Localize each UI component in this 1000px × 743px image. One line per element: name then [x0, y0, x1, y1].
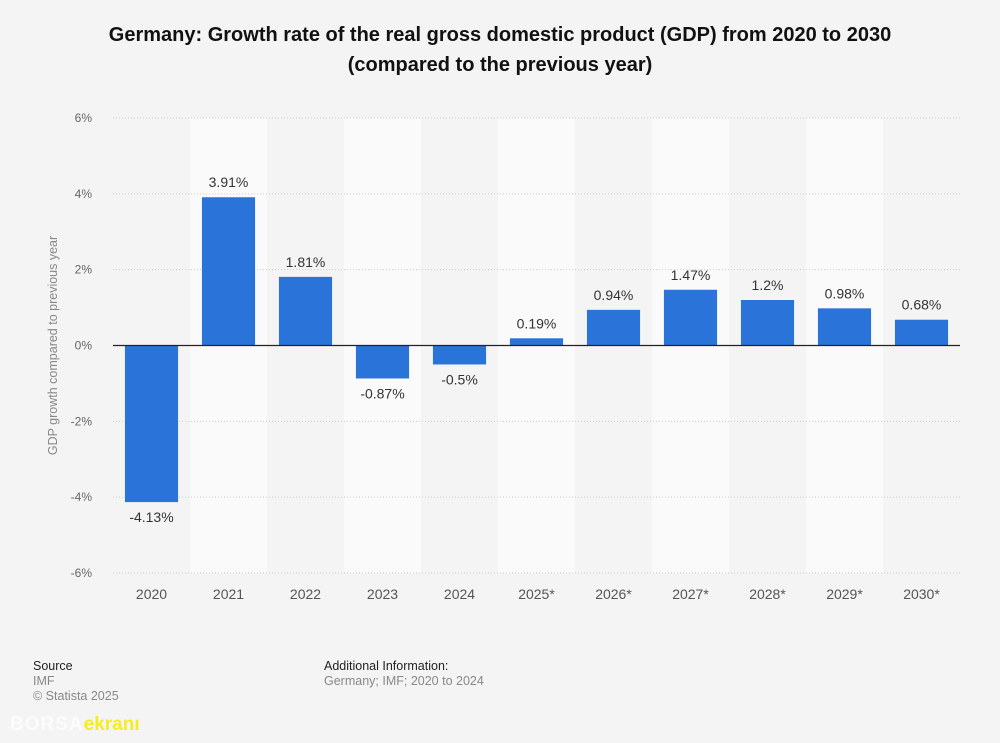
watermark-part2: ekranı	[83, 714, 140, 735]
y-tick-label: 0%	[75, 339, 93, 353]
chart-title-line2: (compared to the previous year)	[347, 54, 653, 76]
bar-2029*	[817, 308, 872, 346]
data-label: -4.13%	[129, 509, 173, 525]
x-tick-label: 2023	[367, 586, 398, 602]
x-tick-label: 2022	[290, 586, 321, 602]
data-label: 1.47%	[671, 267, 711, 283]
bar-2021	[201, 197, 256, 346]
y-tick-label: -6%	[71, 566, 93, 580]
source-block: Source IMF © Statista 2025	[33, 659, 119, 704]
additional-info-block: Additional Information: Germany; IMF; 20…	[324, 659, 484, 689]
data-label: 1.81%	[286, 254, 326, 270]
x-tick-label: 2024	[444, 586, 475, 602]
data-label: 3.91%	[209, 174, 249, 190]
data-label: -0.5%	[441, 371, 478, 387]
x-tick-label: 2020	[136, 586, 167, 602]
bar-2030*	[894, 319, 949, 346]
additional-info-value: Germany; IMF; 2020 to 2024	[324, 674, 484, 688]
source-value: IMF	[33, 674, 55, 688]
data-label: 0.98%	[825, 285, 865, 301]
x-tick-label: 2025*	[518, 586, 555, 602]
y-tick-label: 2%	[75, 263, 93, 277]
bars	[124, 197, 949, 503]
bar-2024	[432, 345, 487, 365]
x-axis-ticks: 2020 2021 2022 2023 2024 2025* 2026* 2027* 2028*…	[136, 586, 940, 602]
x-tick-label: 2021	[213, 586, 244, 602]
x-tick-label: 2029*	[826, 586, 863, 602]
bar-2020	[124, 345, 179, 503]
copyright-text: © Statista 2025	[33, 689, 119, 703]
chart-title-line1: Germany: Growth rate of the real gross d…	[108, 24, 892, 46]
y-tick-label: -4%	[71, 490, 93, 504]
y-tick-label: 6%	[75, 111, 93, 125]
bar-2022	[278, 276, 333, 346]
watermark-logo: BORSAekranı	[10, 714, 140, 736]
data-label: 0.68%	[902, 297, 942, 313]
bar-2028*	[740, 300, 795, 346]
bar-chart: 6% 4% 2% 0% -2% -4% -6% -4.13% 3.91% 1.81% -0.87%…	[46, 111, 960, 602]
additional-info-label: Additional Information:	[324, 659, 449, 673]
watermark-part1: BORSA	[10, 714, 84, 735]
y-axis-ticks: 6% 4% 2% 0% -2% -4% -6%	[71, 111, 93, 580]
y-axis-label: GDP growth compared to previous year	[46, 236, 60, 455]
data-label: -0.87%	[360, 385, 404, 401]
y-tick-label: 4%	[75, 187, 93, 201]
bar-2023	[355, 345, 410, 379]
data-label: 0.19%	[517, 315, 557, 331]
data-label: 0.94%	[594, 287, 634, 303]
data-label: 1.2%	[752, 277, 784, 293]
x-tick-label: 2026*	[595, 586, 632, 602]
bar-2026*	[586, 309, 641, 346]
x-tick-label: 2028*	[749, 586, 786, 602]
x-tick-label: 2030*	[903, 586, 940, 602]
bar-2027*	[663, 289, 718, 346]
bar-2025*	[509, 338, 564, 346]
data-labels: -4.13% 3.91% 1.81% -0.87% -0.5% 0.19% 0.94% 1.4…	[129, 174, 941, 525]
y-tick-label: -2%	[71, 414, 93, 428]
chart-title: Germany: Growth rate of the real gross d…	[0, 20, 1000, 80]
source-label: Source	[33, 659, 73, 673]
x-tick-label: 2027*	[672, 586, 709, 602]
